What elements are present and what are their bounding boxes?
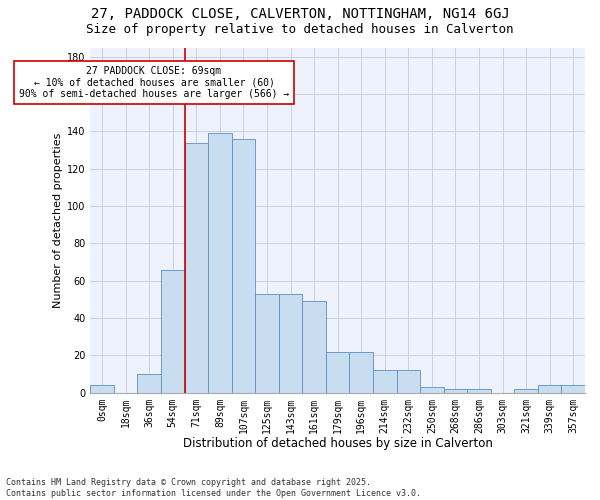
Bar — [255, 294, 279, 392]
Bar — [279, 294, 302, 392]
Bar — [467, 389, 491, 392]
Bar — [302, 302, 326, 392]
Bar — [397, 370, 420, 392]
Bar — [137, 374, 161, 392]
Text: Size of property relative to detached houses in Calverton: Size of property relative to detached ho… — [86, 22, 514, 36]
Bar — [185, 142, 208, 392]
Bar — [91, 386, 114, 392]
Text: Contains HM Land Registry data © Crown copyright and database right 2025.
Contai: Contains HM Land Registry data © Crown c… — [6, 478, 421, 498]
Bar — [373, 370, 397, 392]
Y-axis label: Number of detached properties: Number of detached properties — [53, 132, 63, 308]
Bar — [208, 134, 232, 392]
Bar — [349, 352, 373, 393]
Text: 27 PADDOCK CLOSE: 69sqm
← 10% of detached houses are smaller (60)
90% of semi-de: 27 PADDOCK CLOSE: 69sqm ← 10% of detache… — [19, 66, 289, 100]
Bar — [420, 387, 443, 392]
Bar — [326, 352, 349, 393]
Bar — [161, 270, 185, 392]
Bar — [538, 386, 562, 392]
Bar — [514, 389, 538, 392]
Text: 27, PADDOCK CLOSE, CALVERTON, NOTTINGHAM, NG14 6GJ: 27, PADDOCK CLOSE, CALVERTON, NOTTINGHAM… — [91, 8, 509, 22]
Bar — [562, 386, 585, 392]
Bar — [443, 389, 467, 392]
Bar — [232, 139, 255, 392]
X-axis label: Distribution of detached houses by size in Calverton: Distribution of detached houses by size … — [183, 437, 493, 450]
